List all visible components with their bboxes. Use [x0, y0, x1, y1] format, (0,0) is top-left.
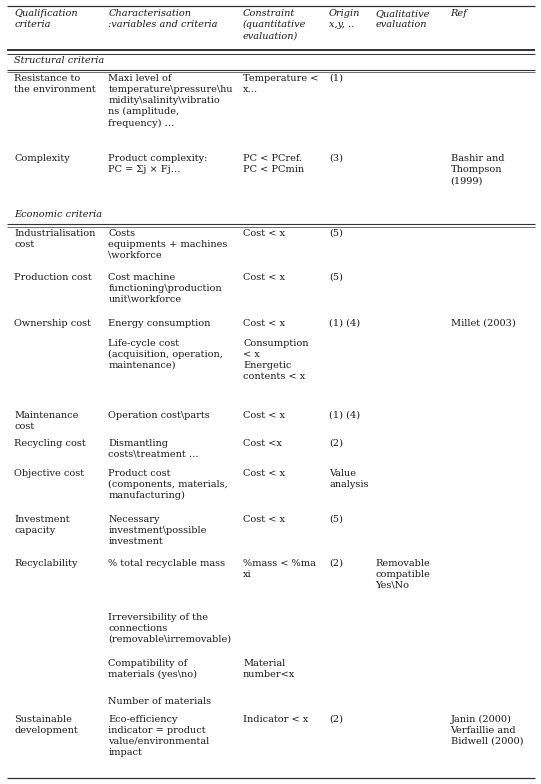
Text: Resistance to
the environment: Resistance to the environment: [15, 74, 96, 94]
Text: Production cost: Production cost: [15, 273, 92, 281]
Text: (1): (1): [329, 74, 343, 83]
Text: (2): (2): [329, 558, 343, 568]
Text: Operation cost\parts: Operation cost\parts: [108, 411, 210, 419]
Text: Investment
capacity: Investment capacity: [15, 514, 70, 535]
Text: Compatibility of
materials (yes\no): Compatibility of materials (yes\no): [108, 659, 197, 679]
Text: Life-cycle cost
(acquisition, operation,
maintenance): Life-cycle cost (acquisition, operation,…: [108, 339, 223, 370]
Text: Costs
equipments + machines
\workforce: Costs equipments + machines \workforce: [108, 228, 228, 260]
Text: Cost < x: Cost < x: [243, 228, 285, 238]
Text: Characterisation
:variables and criteria: Characterisation :variables and criteria: [108, 9, 218, 29]
Text: Cost < x: Cost < x: [243, 469, 285, 477]
Text: Eco-efficiency
indicator = product
value/environmental
impact: Eco-efficiency indicator = product value…: [108, 714, 209, 757]
Text: (5): (5): [329, 273, 343, 281]
Text: Cost < x: Cost < x: [243, 514, 285, 524]
Text: Qualitative
evaluation: Qualitative evaluation: [375, 9, 430, 29]
Text: Necessary
investment\possible
investment: Necessary investment\possible investment: [108, 514, 207, 546]
Text: Constraint
(quantitative
evaluation): Constraint (quantitative evaluation): [243, 9, 306, 40]
Text: Product complexity:
PC = Σj × Fj…: Product complexity: PC = Σj × Fj…: [108, 154, 208, 174]
Text: (2): (2): [329, 438, 343, 448]
Text: Maintenance
cost: Maintenance cost: [15, 411, 79, 430]
Text: Indicator < x: Indicator < x: [243, 714, 308, 724]
Text: Ownership cost: Ownership cost: [15, 318, 91, 328]
Text: Cost < x: Cost < x: [243, 411, 285, 419]
Text: (3): (3): [329, 154, 343, 163]
Text: Origin
x,y, ..: Origin x,y, ..: [329, 9, 360, 29]
Text: Energy consumption: Energy consumption: [108, 318, 211, 328]
Text: Cost <x: Cost <x: [243, 438, 282, 448]
Text: Consumption
< x
Energetic
contents < x: Consumption < x Energetic contents < x: [243, 339, 308, 381]
Text: Complexity: Complexity: [15, 154, 70, 163]
Text: Product cost
(components, materials,
manufacturing): Product cost (components, materials, man…: [108, 469, 228, 500]
Text: (5): (5): [329, 228, 343, 238]
Text: Recyclability: Recyclability: [15, 558, 78, 568]
Text: (5): (5): [329, 514, 343, 524]
Text: Economic criteria: Economic criteria: [15, 210, 102, 219]
Text: Recycling cost: Recycling cost: [15, 438, 86, 448]
Text: Dismantling
costs\treatment …: Dismantling costs\treatment …: [108, 438, 199, 459]
Text: Millet (2003): Millet (2003): [451, 318, 515, 328]
Text: Qualification
criteria: Qualification criteria: [15, 9, 78, 29]
Text: Ref: Ref: [451, 9, 467, 18]
Text: Temperature <
x…: Temperature < x…: [243, 74, 319, 94]
Text: Structural criteria: Structural criteria: [15, 56, 104, 64]
Text: Maxi level of
temperature\pressure\hu
midity\salinity\vibratio
ns (amplitude,
fr: Maxi level of temperature\pressure\hu mi…: [108, 74, 233, 128]
Text: Sustainable
development: Sustainable development: [15, 714, 78, 735]
Text: (1) (4): (1) (4): [329, 318, 360, 328]
Text: Value
analysis: Value analysis: [329, 469, 368, 488]
Text: %mass < %ma
xi: %mass < %ma xi: [243, 558, 316, 579]
Text: PC < PCref.
PC < PCmin: PC < PCref. PC < PCmin: [243, 154, 304, 174]
Text: Number of materials: Number of materials: [108, 696, 212, 706]
Text: Cost < x: Cost < x: [243, 273, 285, 281]
Text: Irreversibility of the
connections
(removable\irremovable): Irreversibility of the connections (remo…: [108, 612, 232, 644]
Text: Removable
compatible
Yes\No: Removable compatible Yes\No: [375, 558, 431, 590]
Text: % total recyclable mass: % total recyclable mass: [108, 558, 226, 568]
Text: Cost < x: Cost < x: [243, 318, 285, 328]
Text: Janin (2000)
Verfaillie and
Bidwell (2000): Janin (2000) Verfaillie and Bidwell (200…: [451, 714, 523, 746]
Text: Material
number<x: Material number<x: [243, 659, 295, 679]
Text: Bashir and
Thompson
(1999): Bashir and Thompson (1999): [451, 154, 504, 185]
Text: (1) (4): (1) (4): [329, 411, 360, 419]
Text: Objective cost: Objective cost: [15, 469, 84, 477]
Text: Cost machine
functioning\production
unit\workforce: Cost machine functioning\production unit…: [108, 273, 222, 303]
Text: (2): (2): [329, 714, 343, 724]
Text: Industrialisation
cost: Industrialisation cost: [15, 228, 96, 249]
